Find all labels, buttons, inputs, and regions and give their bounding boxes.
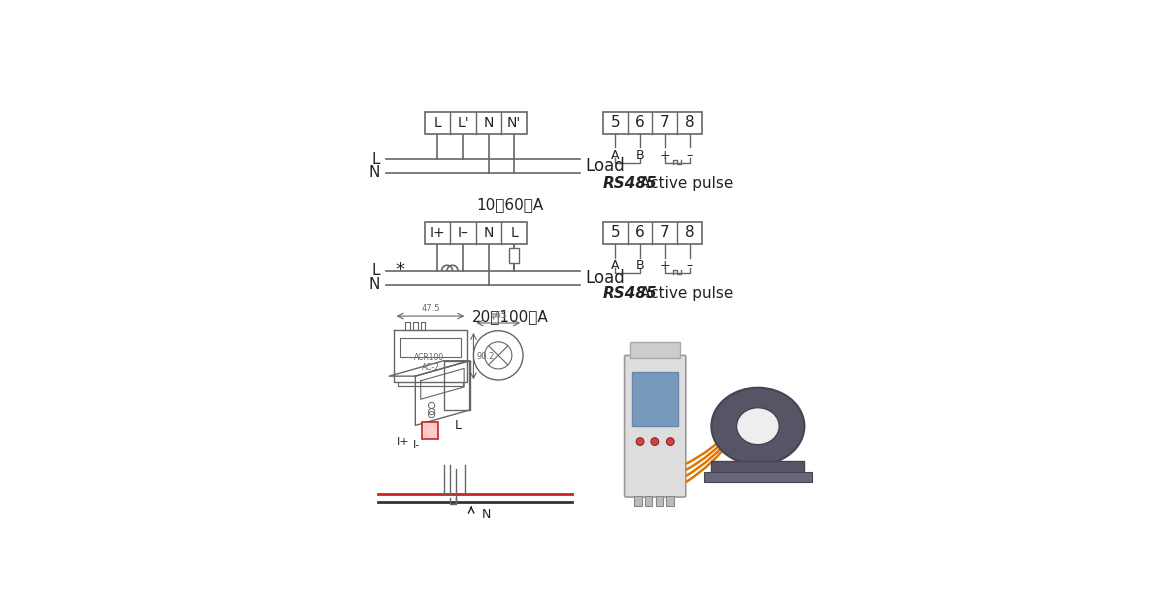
- Bar: [602, 222, 702, 244]
- Bar: [712, 461, 804, 476]
- Text: Active pulse: Active pulse: [640, 286, 734, 301]
- Text: 47.5: 47.5: [422, 304, 439, 313]
- Text: L: L: [510, 226, 518, 240]
- Bar: [424, 112, 527, 134]
- Text: N': N': [507, 116, 521, 130]
- Text: +: +: [659, 259, 670, 272]
- Circle shape: [666, 438, 675, 445]
- Text: 10（60）A: 10（60）A: [476, 197, 544, 212]
- Text: *: *: [395, 261, 404, 279]
- Text: RS485: RS485: [602, 286, 657, 301]
- Bar: [704, 472, 812, 482]
- Text: A: A: [610, 149, 620, 162]
- Bar: [634, 496, 642, 506]
- FancyBboxPatch shape: [624, 355, 686, 497]
- Text: φ65: φ65: [490, 311, 507, 320]
- Text: L: L: [372, 263, 380, 278]
- Text: L': L': [457, 116, 468, 130]
- Text: 7: 7: [661, 115, 670, 130]
- Bar: [633, 372, 678, 426]
- Text: A: A: [610, 259, 620, 272]
- Circle shape: [651, 438, 658, 445]
- Text: 8: 8: [685, 226, 694, 241]
- Text: L: L: [433, 116, 442, 130]
- Bar: [666, 496, 675, 506]
- Text: N: N: [483, 116, 494, 130]
- Text: 7: 7: [661, 226, 670, 241]
- Text: ACR100-
AC-2: ACR100- AC-2: [414, 353, 447, 372]
- Text: 5: 5: [610, 115, 620, 130]
- Text: B: B: [636, 149, 644, 162]
- Bar: [644, 496, 652, 506]
- Text: 5: 5: [610, 226, 620, 241]
- Text: –: –: [686, 149, 693, 162]
- Circle shape: [636, 438, 644, 445]
- Ellipse shape: [712, 388, 804, 464]
- Text: L: L: [372, 152, 380, 167]
- Ellipse shape: [736, 408, 779, 445]
- Text: I+: I+: [396, 437, 409, 448]
- Text: I+: I+: [430, 226, 445, 240]
- Text: N: N: [368, 166, 380, 181]
- Text: RS485: RS485: [602, 176, 657, 191]
- Text: N: N: [482, 508, 492, 521]
- Text: N: N: [483, 226, 494, 240]
- Text: Load: Load: [586, 269, 626, 287]
- Text: 6: 6: [635, 115, 645, 130]
- Text: Active pulse: Active pulse: [640, 176, 734, 191]
- Bar: [424, 222, 527, 244]
- Text: 6: 6: [635, 226, 645, 241]
- Text: 90.2: 90.2: [476, 352, 495, 361]
- Text: L: L: [454, 419, 461, 432]
- Text: 20（100）A: 20（100）A: [472, 309, 549, 324]
- Text: B: B: [636, 259, 644, 272]
- Text: 8: 8: [685, 115, 694, 130]
- Bar: [630, 341, 680, 358]
- Text: I-: I-: [412, 440, 419, 451]
- Bar: [422, 422, 438, 439]
- Text: N: N: [368, 277, 380, 292]
- Text: +: +: [659, 149, 670, 162]
- Bar: [656, 496, 663, 506]
- Text: I–: I–: [458, 226, 468, 240]
- Text: –: –: [686, 259, 693, 272]
- Bar: [509, 248, 518, 263]
- Text: Load: Load: [586, 157, 626, 175]
- Bar: [602, 112, 702, 134]
